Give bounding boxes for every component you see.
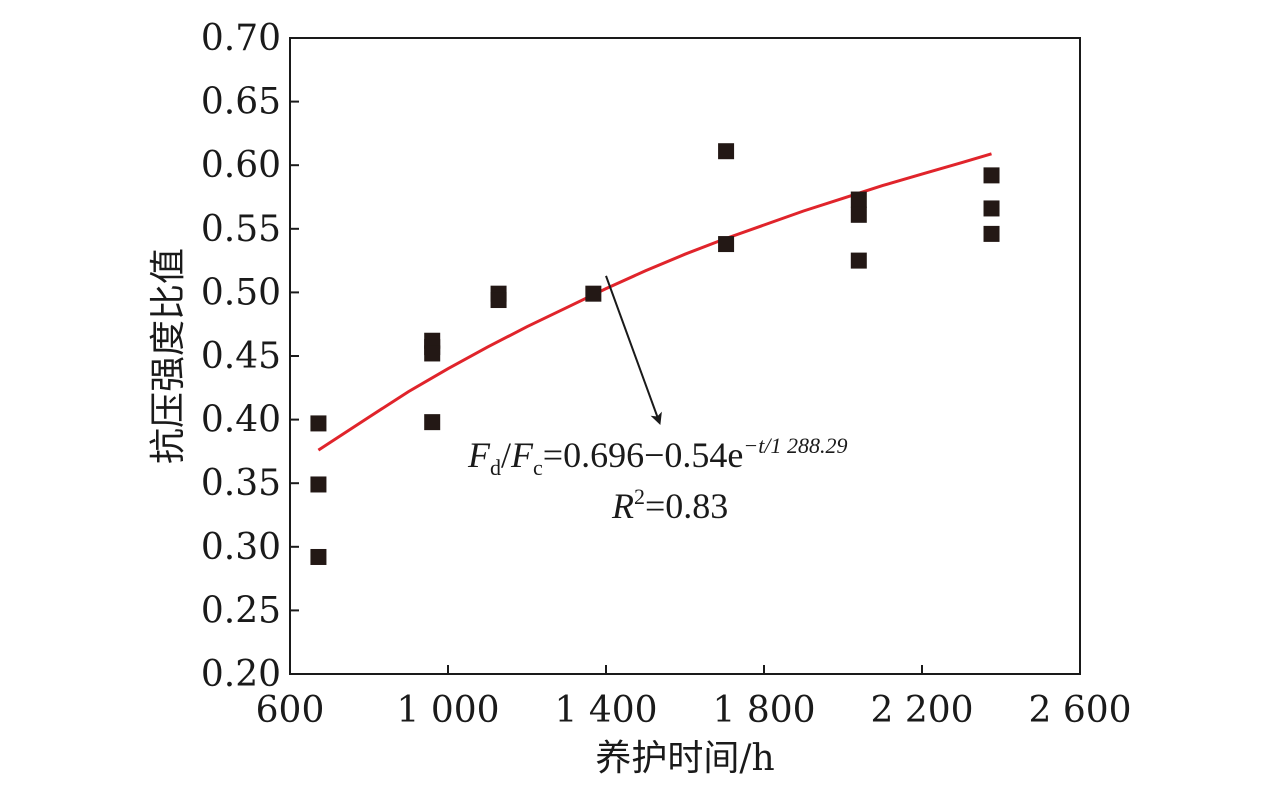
eq-main: =0.696−0.54e: [543, 435, 744, 475]
y-axis-ticks: [290, 37, 299, 675]
y-tick-label: 0.30: [201, 527, 281, 568]
y-tick-label: 0.65: [201, 82, 281, 123]
x-tick-label: 1 800: [712, 690, 815, 731]
y-tick-label: 0.35: [201, 463, 281, 504]
data-point: [310, 415, 327, 432]
data-point: [718, 143, 735, 160]
data-point: [850, 191, 867, 208]
y-axis-title: 抗压强度比值: [148, 248, 189, 464]
data-point: [718, 236, 735, 253]
data-point: [983, 200, 1000, 217]
data-point: [585, 285, 602, 302]
eq-slash: /: [501, 435, 511, 475]
y-tick-label: 0.50: [201, 272, 281, 313]
x-tick-label: 2 200: [870, 690, 973, 731]
eq-exponent: −t/1 288.29: [743, 433, 847, 458]
x-tick-label: 1 400: [554, 690, 657, 731]
data-point: [424, 345, 441, 362]
r-sup: 2: [634, 484, 645, 509]
x-tick-label: 1 000: [396, 690, 499, 731]
y-tick-label: 0.40: [201, 400, 281, 441]
data-point: [983, 167, 1000, 184]
data-point: [424, 414, 441, 431]
data-point: [983, 225, 1000, 242]
eq-F1: F: [467, 435, 491, 475]
x-tick-label: 2 600: [1028, 690, 1131, 731]
y-tick-label: 0.70: [201, 18, 281, 59]
annotation-arrow: [605, 275, 662, 425]
data-point: [310, 548, 327, 565]
fit-curve: [317, 152, 992, 452]
r-squared: R2=0.83: [611, 484, 728, 526]
r-letter: R: [611, 486, 634, 526]
y-axis-tick-labels: 0.20 0.25 0.30 0.35 0.40 0.45 0.50 0.55 0.60 0.65…: [201, 18, 281, 695]
data-point: [850, 206, 867, 223]
eq-sub-d: d: [490, 455, 501, 480]
x-axis-title: 养护时间/h: [595, 738, 774, 779]
data-point: [850, 252, 867, 269]
y-tick-label: 0.25: [201, 590, 281, 631]
fit-line: [317, 152, 992, 452]
x-axis-ticks: [289, 665, 1081, 674]
x-tick-label: 600: [256, 690, 325, 731]
y-tick-label: 0.60: [201, 145, 281, 186]
eq-sub-c: c: [533, 455, 543, 480]
data-point: [310, 476, 327, 493]
y-tick-label: 0.20: [201, 654, 281, 695]
x-axis-tick-labels: 600 1 000 1 400 1 800 2 200 2 600: [256, 690, 1132, 731]
plot-frame: [289, 37, 1081, 675]
fit-equation: Fd/Fc=0.696−0.54e−t/1 288.29: [467, 433, 847, 480]
eq-F2: F: [510, 435, 534, 475]
data-points: [310, 143, 1000, 565]
y-tick-label: 0.45: [201, 336, 281, 377]
y-tick-label: 0.55: [201, 209, 281, 250]
r-value: =0.83: [645, 486, 728, 526]
data-point: [490, 292, 507, 309]
